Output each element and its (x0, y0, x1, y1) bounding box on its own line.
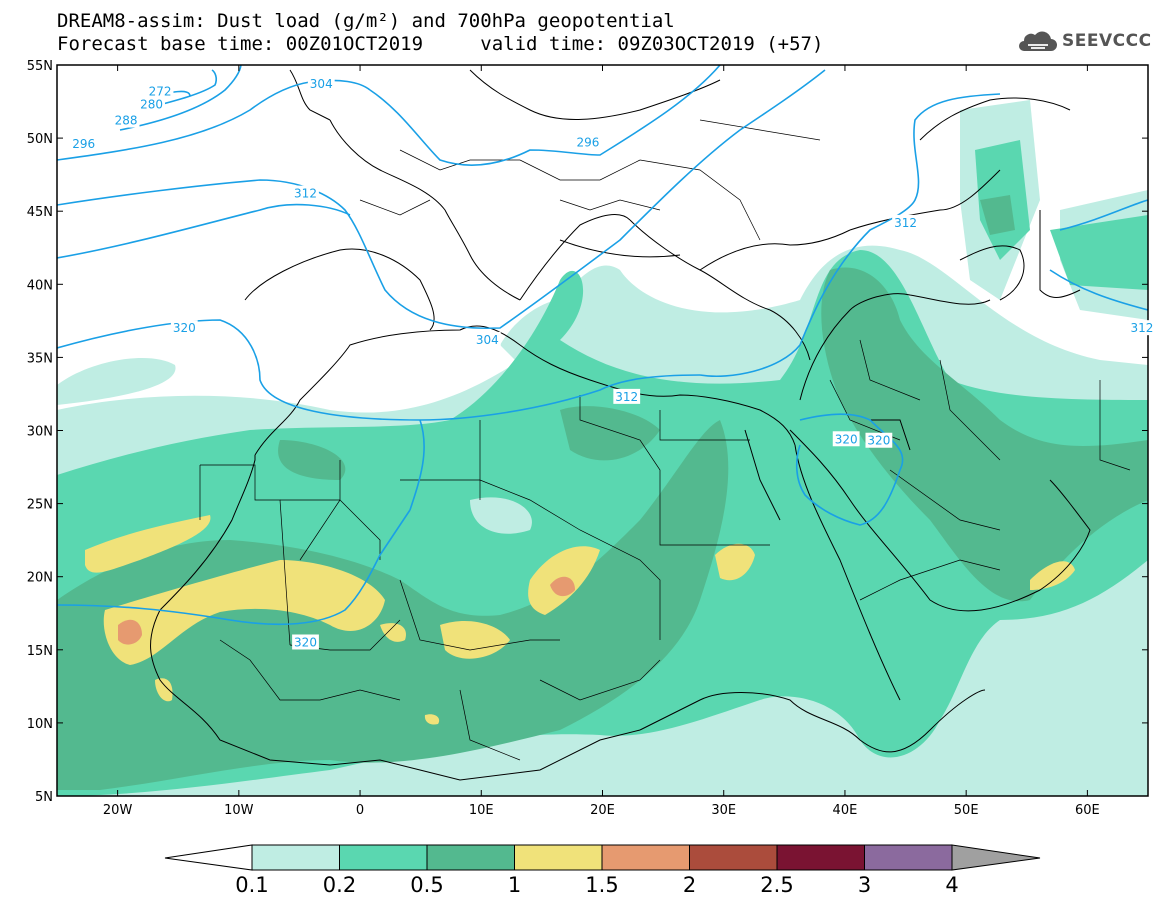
contour-label-bg (112, 112, 140, 128)
contour-label: 296 (72, 137, 95, 151)
colorbar-swatch (689, 844, 778, 871)
colorbar-tick-label: 2 (683, 873, 696, 897)
contour-label-bg (138, 96, 165, 112)
contour-label: 320 (867, 434, 890, 448)
contour-label-bg (292, 634, 319, 650)
lon-label: 30E (711, 803, 736, 818)
lon-label: 0 (356, 803, 364, 818)
geopotential-contours (57, 65, 1148, 626)
contour-label-bg (292, 185, 319, 201)
colorbar-tick-label: 3 (858, 873, 871, 897)
forecast-base-time: Forecast base time: 00Z01OCT2019 (57, 33, 424, 55)
latitude-axis: 55N 50N 45N 40N 35N 30N 25N 20N 15N 10N 5N (27, 59, 1148, 805)
contour-label-bg (892, 214, 919, 230)
colorbar-swatch (776, 844, 865, 871)
contour-label-bg (307, 76, 335, 92)
lon-label: 20W (103, 803, 133, 818)
lat-label: 20N (27, 571, 53, 586)
contour-label: 296 (577, 135, 600, 149)
cloud-icon (1019, 31, 1057, 51)
contour-label: 312 (615, 390, 638, 404)
coastlines (150, 69, 1091, 781)
contour-label-bg (146, 83, 174, 99)
lat-label: 10N (27, 717, 53, 732)
lat-label: 15N (27, 644, 53, 659)
lat-label: 45N (27, 205, 53, 220)
lat-label: 5N (35, 790, 53, 805)
valid-time: valid time: 09Z03OCT2019 (+57) (480, 33, 824, 55)
contour-label-bg (865, 432, 893, 448)
seevccc-logo: SEEVCCC (1018, 29, 1152, 53)
contour-label-bg (574, 134, 602, 150)
map-area (57, 65, 1148, 796)
colorbar-swatch (514, 844, 603, 871)
longitude-axis: 20W 10W 0 10E 20E 30E 40E 50E 60E (103, 65, 1100, 818)
forecast-times: Forecast base time: 00Z01OCT2019 valid t… (57, 33, 823, 55)
contour-label: 320 (835, 432, 858, 446)
lon-label: 20E (590, 803, 615, 818)
contour-label-bg (613, 388, 641, 404)
colorbar-tick-label: 0.2 (323, 873, 356, 897)
contour-label: 320 (294, 635, 317, 649)
lon-label: 60E (1075, 803, 1100, 818)
contour-label: 312 (894, 216, 917, 230)
contour-label: 312 (294, 187, 317, 201)
lat-label: 30N (27, 425, 53, 440)
colorbar: 0.1 0.2 0.5 1 1.5 2 2.5 3 4 (164, 844, 1041, 897)
contour-label: 272 (149, 84, 172, 98)
contour-label: 304 (476, 333, 499, 347)
contour-label: 280 (140, 97, 163, 111)
colorbar-swatch (339, 844, 428, 871)
lat-label: 35N (27, 351, 53, 366)
colorbar-high-arrow (951, 844, 1041, 871)
lat-label: 55N (27, 59, 53, 74)
map-title: DREAM8-assim: Dust load (g/m²) and 700hP… (57, 10, 675, 32)
colorbar-swatch (601, 844, 690, 871)
lon-label: 40E (833, 803, 858, 818)
colorbar-swatch (426, 844, 515, 871)
lat-label: 50N (27, 132, 53, 147)
lon-label: 50E (954, 803, 979, 818)
colorbar-tick-label: 1.5 (585, 873, 618, 897)
contour-label-bg (832, 431, 860, 447)
colorbar-tick-label: 0.5 (410, 873, 443, 897)
contour-label: 288 (115, 114, 138, 128)
colorbar-tick-label: 1 (508, 873, 521, 897)
lat-label: 25N (27, 498, 53, 513)
logo-text: SEEVCCC (1062, 31, 1152, 51)
dust-level-0.5 (57, 195, 1148, 790)
contour-label: 312 (1130, 321, 1153, 335)
contour-label-bg (1128, 320, 1156, 336)
colorbar-tick-label: 4 (945, 873, 958, 897)
contour-label-bg (170, 320, 198, 336)
colorbar-swatch (251, 844, 340, 871)
lon-label: 10W (224, 803, 254, 818)
country-borders (199, 119, 1131, 761)
colorbar-swatch (864, 844, 953, 871)
contour-label-bg (473, 331, 501, 347)
lat-label: 40N (27, 278, 53, 293)
contour-label-bg (70, 135, 98, 151)
dust-level-1.5 (118, 576, 575, 645)
lon-label: 10E (469, 803, 494, 818)
colorbar-tick-label: 2.5 (760, 873, 793, 897)
contour-label: 320 (173, 321, 196, 335)
colorbar-low-arrow (164, 844, 253, 871)
contour-label: 304 (310, 77, 333, 91)
colorbar-tick-label: 0.1 (235, 873, 268, 897)
